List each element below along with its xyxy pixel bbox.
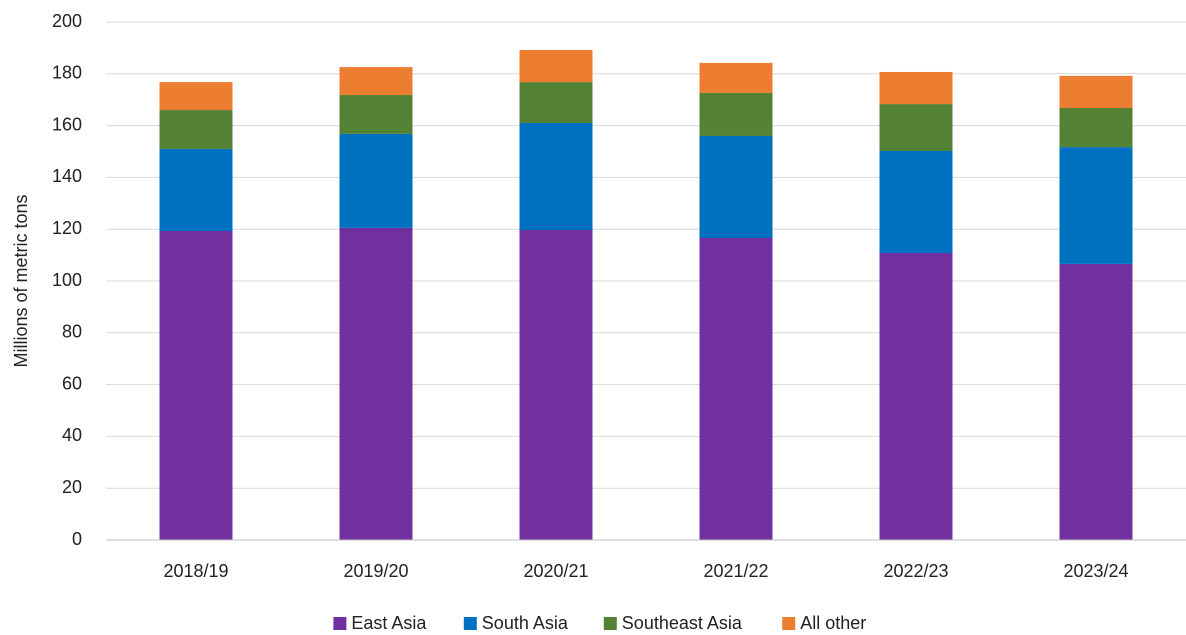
legend-label: East Asia: [351, 613, 427, 633]
bar-segment: [339, 67, 413, 96]
bar-segment: [879, 253, 953, 540]
legend-swatch: [603, 617, 617, 630]
legend-label: All other: [800, 613, 866, 633]
bar-segment: [159, 148, 233, 232]
bar-segment: [879, 150, 953, 254]
x-tick-label: 2020/21: [523, 561, 588, 581]
legend-label: Southeast Asia: [622, 613, 743, 633]
x-tick-label: 2019/20: [343, 561, 408, 581]
y-tick-label: 160: [52, 114, 82, 134]
bar-segment: [1059, 75, 1133, 108]
y-tick-label: 120: [52, 218, 82, 238]
bar-segment: [1059, 263, 1133, 540]
legend-swatch: [463, 617, 477, 630]
legend-swatch: [333, 617, 347, 630]
bar-segment: [159, 110, 233, 149]
y-tick-label: 100: [52, 270, 82, 290]
y-tick-label: 200: [52, 11, 82, 31]
y-tick-label: 20: [62, 477, 82, 497]
bar-segment: [1059, 107, 1133, 148]
bar-segment: [519, 229, 593, 541]
y-axis-label: Millions of metric tons: [11, 194, 31, 367]
y-tick-label: 140: [52, 166, 82, 186]
x-tick-label: 2022/23: [883, 561, 948, 581]
x-tick-label: 2018/19: [163, 561, 228, 581]
bar-segment: [879, 71, 953, 105]
bar-segment: [519, 49, 593, 83]
bar-segment: [159, 82, 233, 111]
bar-segment: [339, 133, 413, 228]
bar-segment: [519, 123, 593, 230]
y-tick-label: 60: [62, 373, 82, 393]
bar-segment: [879, 104, 953, 151]
legend-swatch: [782, 617, 796, 630]
bar-segment: [699, 92, 773, 136]
bar-segment: [1059, 147, 1133, 264]
bar-segment: [699, 62, 773, 93]
bar-segment: [699, 135, 773, 239]
bar-segment: [699, 238, 773, 541]
y-tick-label: 0: [72, 529, 82, 549]
y-tick-label: 80: [62, 322, 82, 342]
x-tick-label: 2021/22: [703, 561, 768, 581]
y-tick-label: 180: [52, 63, 82, 83]
bar-segment: [339, 227, 413, 540]
bar-segment: [339, 95, 413, 134]
bar-segment: [159, 231, 233, 540]
x-tick-label: 2023/24: [1063, 561, 1128, 581]
y-tick-label: 40: [62, 425, 82, 445]
legend-label: South Asia: [482, 613, 569, 633]
bar-segment: [519, 82, 593, 124]
